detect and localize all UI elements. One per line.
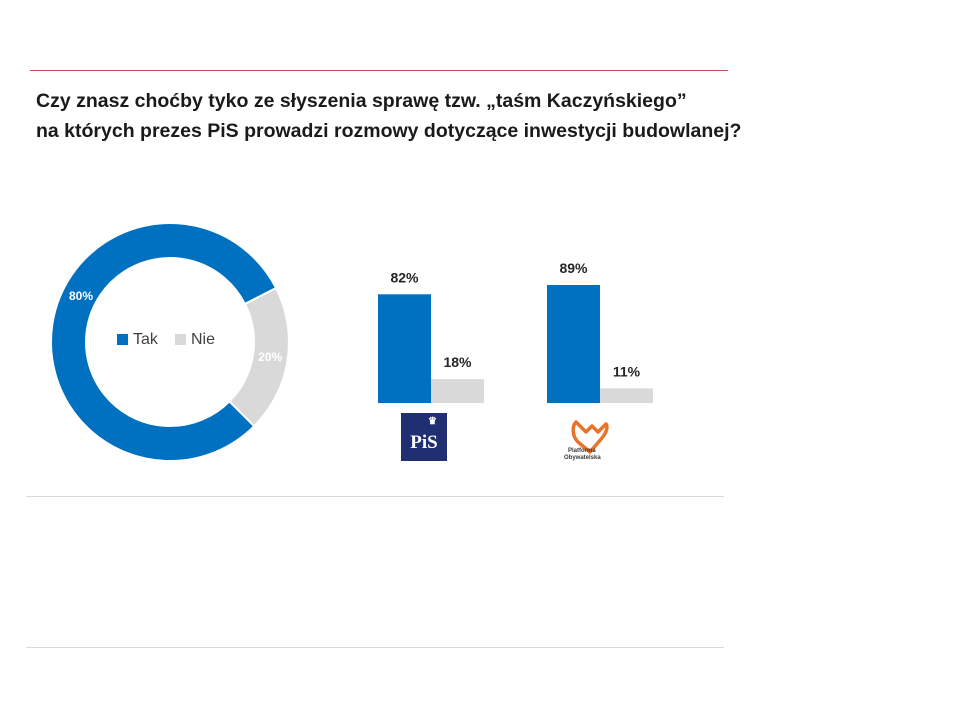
pis-logo-text: PiS [410, 432, 438, 453]
po-logo-text-line2: Obywatelska [564, 455, 601, 461]
title-line-1: Czy znasz choćby tyko ze słyszenia spraw… [36, 90, 687, 112]
po-logo-text: Platforma Obywatelska [562, 448, 618, 462]
legend-label-nie: Nie [191, 331, 215, 348]
bar-label-pis-tak: 82% [390, 269, 419, 285]
divider-lower [26, 647, 724, 648]
bar-label-po-tak: 89% [559, 260, 588, 276]
legend-swatch-nie [175, 334, 186, 345]
legend-label-tak: Tak [133, 331, 159, 348]
bar-label-po-nie: 11% [613, 363, 641, 379]
donut-slice-tak [50, 222, 278, 462]
bar-pis-tak [378, 294, 431, 403]
bar-po-nie [600, 388, 653, 403]
bar-po-tak [547, 285, 600, 403]
eagle-icon: ♛ [428, 416, 437, 427]
bar-pis-nie [431, 379, 484, 403]
donut-label-nie: 20% [258, 350, 282, 364]
divider-upper [26, 496, 724, 497]
title-rule [30, 70, 728, 71]
donut-label-tak: 80% [69, 289, 93, 303]
title-line-2: na których prezes PiS prowadzi rozmowy d… [36, 120, 742, 142]
po-heart-icon [571, 420, 609, 454]
po-logo-text-line1: Platforma [568, 448, 596, 454]
question-title: Czy znasz choćby tyko ze słyszenia spraw… [36, 86, 856, 146]
bar-label-pis-nie: 18% [443, 354, 472, 370]
legend-swatch-tak [117, 334, 128, 345]
pis-logo: ♛ PiS [401, 413, 447, 461]
